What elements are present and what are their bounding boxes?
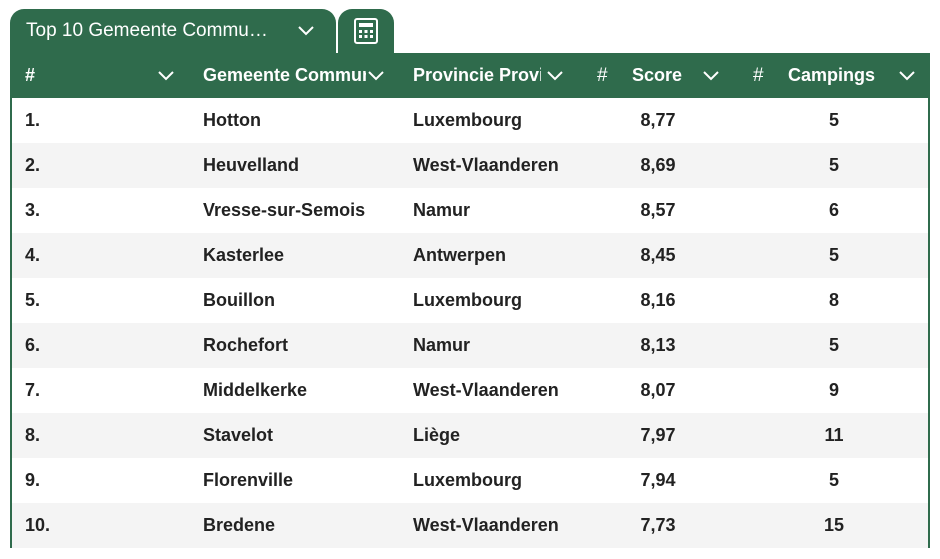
column-header-provincie[interactable]: Provincie Province [413,53,541,98]
campings-cell: 9 [828,380,839,400]
rank-cell: 10. [25,515,51,535]
gemeente-cell: Bredene [203,515,276,535]
rank-cell: 9. [25,470,41,490]
score-cell: 8,13 [640,335,676,355]
gemeente-cell: Rochefort [203,335,288,355]
campings-cell: 5 [828,335,839,355]
numeric-type-icon: # [597,64,608,86]
column-header-gemeente[interactable]: Gemeente Commune [203,53,366,98]
campings-cell: 5 [828,110,839,130]
gemeente-cell: Middelkerke [203,380,308,400]
column-header-label: Provincie Province [413,65,541,85]
rank-cell: 3. [25,200,41,220]
table-row: 1. Hotton Luxembourg 8,77 5 [12,98,928,143]
score-cell: 8,16 [640,290,676,310]
provincie-cell: Luxembourg [413,470,523,490]
campings-cell: 15 [823,515,845,535]
campings-cell: 8 [828,290,839,310]
column-header-rank[interactable]: # [25,53,35,98]
table-body: 1. Hotton Luxembourg 8,77 5 2. Heuvellan… [12,98,928,548]
table-row: 10. Bredene West-Vlaanderen 7,73 15 [12,503,928,548]
chevron-down-icon[interactable] [547,53,563,98]
chevron-down-icon[interactable] [368,53,384,98]
score-cell: 7,97 [640,425,676,445]
table-row: 7. Middelkerke West-Vlaanderen 8,07 9 [12,368,928,413]
score-cell: 8,69 [640,155,676,175]
chevron-down-icon[interactable] [298,26,314,36]
rank-cell: 7. [25,380,41,400]
provincie-cell: Luxembourg [413,290,523,310]
campings-cell: 5 [828,245,839,265]
table-header: # Gemeente Commune Provincie Province # … [12,53,928,98]
provincie-cell: Liège [413,425,461,445]
numeric-type-icon: # [753,64,764,86]
rank-cell: 2. [25,155,41,175]
rank-cell: 8. [25,425,41,445]
provincie-cell: West-Vlaanderen [413,380,559,400]
column-header-label: Gemeente Commune [203,65,366,85]
tab-separator [336,9,338,53]
gemeente-cell: Bouillon [203,290,275,310]
column-header-score[interactable]: Score [632,53,682,98]
score-cell: 7,73 [640,515,676,535]
column-header-label: Campings [788,65,876,85]
campings-cell: 6 [828,200,839,220]
campings-cell: 5 [828,470,839,490]
campings-cell: 11 [824,425,844,445]
score-cell: 8,57 [640,200,676,220]
provincie-cell: Antwerpen [413,245,507,265]
gemeente-cell: Heuvelland [203,155,300,175]
rank-cell: 6. [25,335,41,355]
table-row: 8. Stavelot Liège 7,97 11 [12,413,928,458]
rank-cell: 1. [25,110,41,130]
rank-cell: 5. [25,290,41,310]
table-row: 6. Rochefort Namur 8,13 5 [12,323,928,368]
provincie-cell: Namur [413,335,471,355]
tab-title: Top 10 Gemeente Commune Belgium [26,20,278,41]
provincie-cell: Luxembourg [413,110,523,130]
column-header-label: Score [632,65,683,85]
score-cell: 7,94 [640,470,676,490]
score-cell: 8,07 [640,380,676,400]
table-row: 3. Vresse-sur-Semois Namur 8,57 6 [12,188,928,233]
gemeente-cell: Stavelot [203,425,274,445]
campings-cell: 5 [828,155,839,175]
chevron-down-icon[interactable] [703,53,719,98]
table-selector-tab[interactable]: Top 10 Gemeente Commune Belgium [10,9,336,53]
rank-cell: 4. [25,245,41,265]
table-row: 5. Bouillon Luxembourg 8,16 8 [12,278,928,323]
provincie-cell: West-Vlaanderen [413,515,559,535]
provincie-cell: West-Vlaanderen [413,155,559,175]
table-row: 2. Heuvelland West-Vlaanderen 8,69 5 [12,143,928,188]
column-header-campings[interactable]: Campings [788,53,875,98]
table-row: 4. Kasterlee Antwerpen 8,45 5 [12,233,928,278]
gemeente-cell: Kasterlee [203,245,285,265]
gemeente-cell: Hotton [203,110,261,130]
data-table: # Gemeente Commune Provincie Province # … [10,53,930,548]
score-cell: 8,77 [640,110,676,130]
chevron-down-icon[interactable] [899,53,915,98]
tab-strip: Top 10 Gemeente Commune Belgium [10,9,394,53]
chevron-down-icon[interactable] [158,53,174,98]
calculator-icon [353,18,379,44]
calculator-button[interactable] [338,9,394,53]
gemeente-cell: Florenville [203,470,294,490]
provincie-cell: Namur [413,200,471,220]
gemeente-cell: Vresse-sur-Semois [203,200,366,220]
column-header-label: # [25,65,36,85]
table-row: 9. Florenville Luxembourg 7,94 5 [12,458,928,503]
score-cell: 8,45 [640,245,676,265]
